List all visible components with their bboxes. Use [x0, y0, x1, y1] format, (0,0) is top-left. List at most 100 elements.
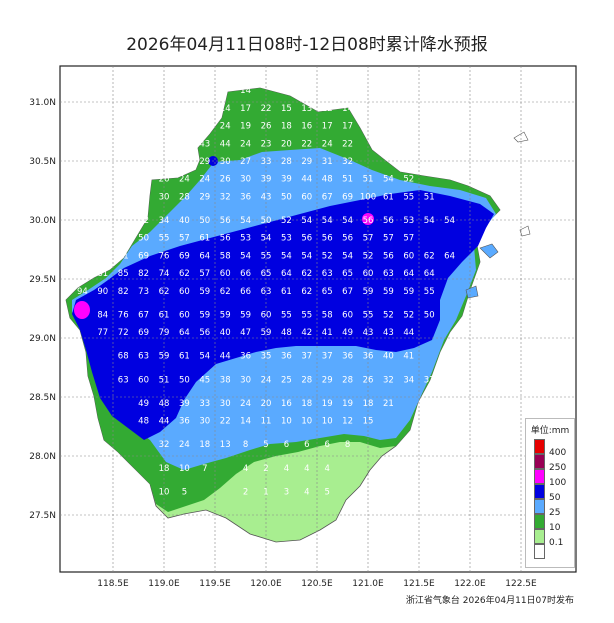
rain-value-label: 54 [240, 251, 251, 261]
rain-value-label: 59 [240, 310, 251, 320]
rain-value-label: 26 [363, 375, 374, 385]
rain-value-label: 8 [243, 440, 248, 450]
rain-value-label: 32 [220, 192, 231, 202]
rain-value-label: 24 [240, 399, 251, 409]
rain-value-label: 39 [179, 399, 190, 409]
rain-value-label: 30 [240, 375, 251, 385]
axis-tick-labels: 118.5E 119.0E 119.5E 120.0E 120.5E 121.0E 121.… [29, 98, 537, 589]
rain-value-label: 81 [97, 269, 108, 279]
rain-value-label: 82 [138, 269, 149, 279]
rain-value-label: 52 [403, 310, 414, 320]
rain-value-label: 76 [159, 251, 170, 261]
rain-value-label: 6 [304, 440, 309, 450]
rain-value-label: 30 [199, 417, 210, 427]
rain-value-label: 4 [243, 464, 248, 474]
rain-value-label: 55 [261, 251, 272, 261]
rain-value-label: 10 [301, 417, 312, 427]
rain-value-label: 27 [240, 157, 251, 167]
rain-value-label: 54 [444, 216, 455, 226]
rain-value-label: 60 [179, 287, 190, 297]
rain-value-label: 4 [304, 487, 309, 497]
rain-value-label: 61 [179, 352, 190, 362]
rain-value-label: 19 [322, 399, 333, 409]
rain-value-label: 43 [363, 328, 374, 338]
rain-value-label: 18 [159, 464, 170, 474]
rain-value-label: 14 [220, 104, 231, 114]
rain-value-label: 63 [261, 287, 272, 297]
rain-value-label: 62 [220, 287, 231, 297]
lat-tick-label: 30.0N [29, 216, 56, 226]
legend-item: 25 [534, 499, 576, 518]
rain-value-label: 64 [281, 269, 292, 279]
lat-tick-label: 29.5N [29, 275, 56, 285]
rain-value-label: 5 [182, 487, 187, 497]
legend-swatch [534, 469, 545, 484]
band-50-100 [72, 190, 494, 440]
rain-value-label: 37 [322, 352, 333, 362]
rain-value-label: 31 [322, 157, 333, 167]
rain-value-label: 49 [342, 328, 353, 338]
rain-value-label: 57 [363, 234, 374, 244]
rain-value-label: 41 [403, 352, 414, 362]
rain-value-label: 59 [383, 287, 394, 297]
rain-value-label: 50 [261, 216, 272, 226]
rain-value-label: 60 [261, 310, 272, 320]
rain-value-label: 12 [322, 104, 333, 114]
rain-value-label: 85 [118, 269, 129, 279]
rain-value-label: 44 [159, 417, 170, 427]
rain-value-label: 10 [322, 417, 333, 427]
rain-value-label: 17 [342, 122, 353, 132]
rain-value-label: 24 [240, 139, 251, 149]
rain-value-label: 4 [304, 464, 309, 474]
rain-value-label: 24 [261, 375, 272, 385]
rain-areas [65, 87, 531, 543]
rain-value-label: 33 [261, 157, 272, 167]
legend-item: 10 [534, 514, 576, 533]
rain-value-label: 64 [179, 328, 190, 338]
rain-value-label: 48 [159, 399, 170, 409]
legend-label: 400 [549, 448, 567, 458]
rain-value-label: 26 [261, 122, 272, 132]
rain-value-label: 29 [199, 157, 210, 167]
legend-item: 400 [534, 439, 576, 458]
rain-value-label: 50 [424, 310, 435, 320]
rain-value-label: 51 [424, 192, 435, 202]
rain-value-label: 79 [159, 328, 170, 338]
rain-value-label: 36 [363, 352, 374, 362]
rain-value-label: 94 [77, 287, 88, 297]
rain-value-label: 18 [363, 122, 374, 132]
rain-value-label: 64 [403, 269, 414, 279]
rain-value-label: 19 [240, 122, 251, 132]
rain-value-label: 52 [363, 251, 374, 261]
rain-value-label: 82 [118, 287, 129, 297]
rain-value-label: 56 [199, 328, 210, 338]
rain-value-label: 60 [138, 375, 149, 385]
rain-value-label: 32 [138, 216, 149, 226]
rain-value-label: 16 [301, 122, 312, 132]
legend-swatch [534, 484, 545, 499]
rain-value-label: 4 [324, 464, 329, 474]
rain-value-label: 1 [263, 487, 268, 497]
map-title: 2026年04月11日08时-12日08时累计降水预报 [126, 35, 488, 55]
lat-tick-label: 28.5N [29, 393, 56, 403]
rain-value-label: 30 [220, 157, 231, 167]
rain-value-label: 32 [342, 157, 353, 167]
rain-value-label: 34 [403, 375, 414, 385]
rain-value-label: 12 [342, 417, 353, 427]
lon-tick-label: 118.5E [97, 579, 129, 589]
rain-value-label: 118 [74, 269, 90, 279]
rain-value-label: 54 [322, 216, 333, 226]
rain-value-label: 54 [342, 216, 353, 226]
rain-value-label: 54 [281, 251, 292, 261]
legend-label: 10 [549, 523, 561, 533]
lat-tick-label: 29.0N [29, 334, 56, 344]
rain-value-label: 76 [118, 310, 129, 320]
rain-value-label: 30 [240, 175, 251, 185]
rain-value-label: 49 [138, 399, 149, 409]
rain-value-label: 22 [342, 139, 353, 149]
lon-tick-label: 119.5E [199, 579, 231, 589]
rain-value-label: 56 [383, 216, 394, 226]
rain-value-label: 69 [138, 251, 149, 261]
